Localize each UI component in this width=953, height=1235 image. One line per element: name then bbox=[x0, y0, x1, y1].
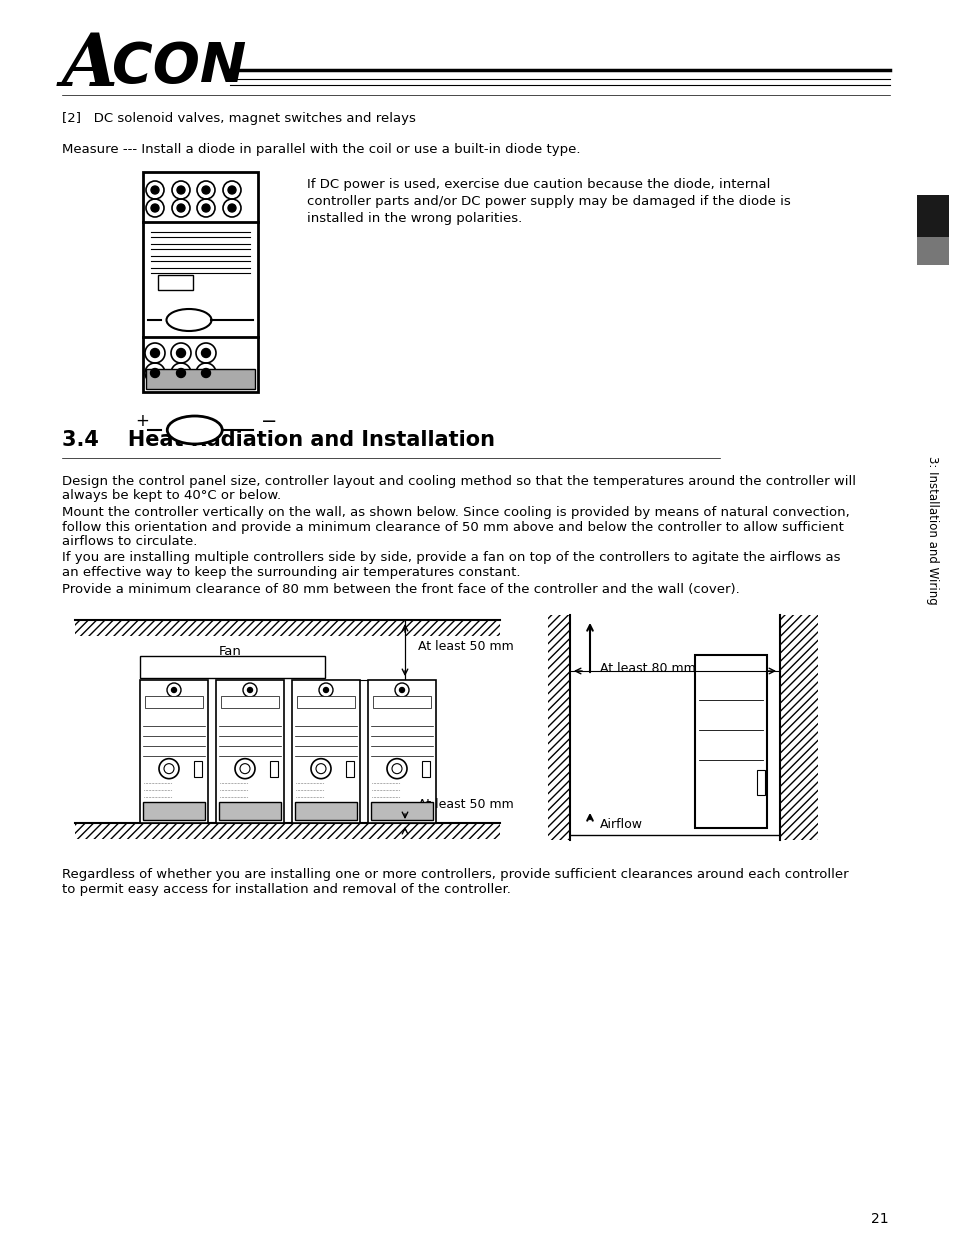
Text: [2]   DC solenoid valves, magnet switches and relays: [2] DC solenoid valves, magnet switches … bbox=[62, 112, 416, 125]
Circle shape bbox=[228, 186, 235, 194]
Circle shape bbox=[151, 186, 159, 194]
Bar bbox=[916, 195, 948, 237]
Text: Mount the controller vertically on the wall, as shown below. Since cooling is pr: Mount the controller vertically on the w… bbox=[62, 506, 849, 519]
Bar bbox=[75, 823, 499, 839]
Circle shape bbox=[201, 368, 211, 378]
Ellipse shape bbox=[167, 416, 222, 445]
Text: 3: Installation and Wiring: 3: Installation and Wiring bbox=[925, 456, 939, 604]
Bar bbox=[373, 697, 431, 708]
Bar bbox=[143, 172, 257, 391]
Text: If you are installing multiple controllers side by side, provide a fan on top of: If you are installing multiple controlle… bbox=[62, 552, 840, 564]
Text: −: − bbox=[261, 412, 277, 431]
Text: follow this orientation and provide a minimum clearance of 50 mm above and below: follow this orientation and provide a mi… bbox=[62, 520, 843, 534]
Text: an effective way to keep the surrounding air temperatures constant.: an effective way to keep the surrounding… bbox=[62, 566, 520, 579]
Bar bbox=[294, 802, 356, 820]
Circle shape bbox=[323, 688, 328, 693]
Text: to permit easy access for installation and removal of the controller.: to permit easy access for installation a… bbox=[62, 883, 511, 897]
Text: Provide a minimum clearance of 80 mm between the front face of the controller an: Provide a minimum clearance of 80 mm bet… bbox=[62, 583, 739, 595]
Circle shape bbox=[399, 688, 404, 693]
Text: At least 50 mm: At least 50 mm bbox=[417, 798, 514, 811]
Bar bbox=[146, 369, 254, 389]
Text: Airflow: Airflow bbox=[599, 818, 642, 831]
Bar bbox=[757, 769, 764, 795]
Circle shape bbox=[151, 348, 159, 357]
Circle shape bbox=[247, 688, 253, 693]
Text: Regardless of whether you are installing one or more controllers, provide suffic: Regardless of whether you are installing… bbox=[62, 868, 848, 881]
Bar bbox=[158, 275, 193, 290]
Circle shape bbox=[177, 204, 185, 212]
Bar bbox=[143, 802, 205, 820]
Bar bbox=[219, 802, 281, 820]
Text: 3.4    Heat Radiation and Installation: 3.4 Heat Radiation and Installation bbox=[62, 430, 495, 450]
Text: At least 50 mm: At least 50 mm bbox=[417, 640, 514, 653]
Text: CON: CON bbox=[112, 40, 246, 94]
Bar bbox=[547, 615, 569, 840]
Text: Design the control panel size, controller layout and cooling method so that the : Design the control panel size, controlle… bbox=[62, 475, 855, 488]
Bar bbox=[292, 680, 359, 823]
Text: If DC power is used, exercise due caution because the diode, internal: If DC power is used, exercise due cautio… bbox=[307, 178, 770, 191]
Bar bbox=[296, 697, 355, 708]
Circle shape bbox=[202, 186, 210, 194]
Text: airflows to circulate.: airflows to circulate. bbox=[62, 535, 197, 548]
Text: installed in the wrong polarities.: installed in the wrong polarities. bbox=[307, 212, 521, 225]
Bar bbox=[695, 655, 766, 827]
Circle shape bbox=[176, 348, 185, 357]
Circle shape bbox=[151, 204, 159, 212]
Circle shape bbox=[176, 368, 185, 378]
Text: Fan: Fan bbox=[218, 645, 241, 658]
Circle shape bbox=[228, 204, 235, 212]
Bar bbox=[368, 680, 436, 823]
Circle shape bbox=[202, 204, 210, 212]
Text: 21: 21 bbox=[870, 1212, 888, 1226]
Bar bbox=[193, 761, 202, 777]
Ellipse shape bbox=[167, 309, 212, 331]
Text: +: + bbox=[135, 412, 149, 430]
Bar bbox=[421, 761, 430, 777]
Text: At least 80 mm: At least 80 mm bbox=[599, 662, 695, 676]
Circle shape bbox=[177, 186, 185, 194]
Bar bbox=[75, 620, 499, 636]
Bar bbox=[221, 697, 278, 708]
Bar bbox=[215, 680, 284, 823]
Text: A: A bbox=[62, 30, 118, 101]
Bar bbox=[140, 680, 208, 823]
Bar bbox=[346, 761, 354, 777]
Circle shape bbox=[201, 348, 211, 357]
Circle shape bbox=[172, 688, 176, 693]
Bar bbox=[145, 697, 203, 708]
Text: controller parts and/or DC power supply may be damaged if the diode is: controller parts and/or DC power supply … bbox=[307, 195, 790, 207]
Bar bbox=[140, 656, 325, 678]
Bar bbox=[371, 802, 433, 820]
Circle shape bbox=[151, 368, 159, 378]
Bar bbox=[780, 615, 817, 840]
Text: Measure --- Install a diode in parallel with the coil or use a built-in diode ty: Measure --- Install a diode in parallel … bbox=[62, 143, 579, 156]
Bar bbox=[916, 237, 948, 266]
Text: always be kept to 40°C or below.: always be kept to 40°C or below. bbox=[62, 489, 281, 503]
Bar bbox=[270, 761, 277, 777]
